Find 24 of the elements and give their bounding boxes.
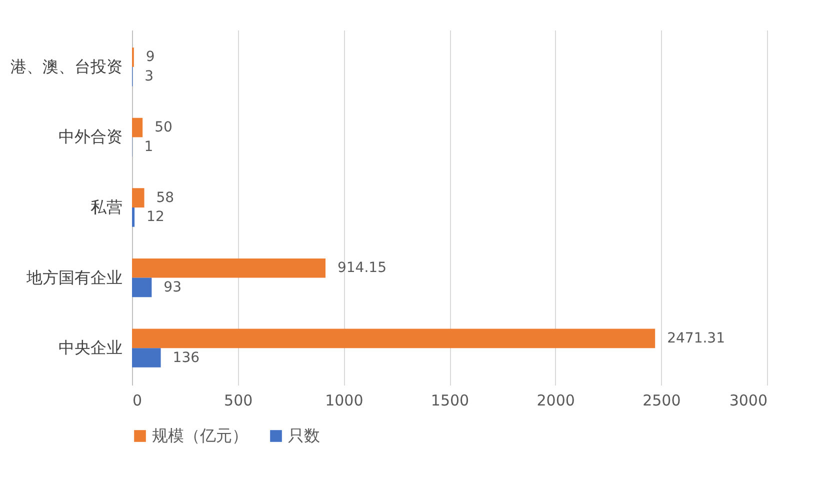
y-tick-label: 私营: [90, 198, 122, 216]
x-tick-label: 500: [224, 392, 253, 410]
y-tick-label: 中外合资: [58, 127, 122, 146]
x-tick-label: 1000: [325, 392, 364, 410]
data-label: 136: [172, 350, 200, 366]
data-label: 2471.31: [667, 330, 725, 346]
data-label: 58: [156, 190, 174, 206]
y-tick-label: 地方国有企业: [26, 268, 122, 287]
data-label: 12: [146, 209, 164, 226]
data-label: 93: [164, 279, 182, 296]
data-label: 914.15: [337, 260, 386, 276]
data-label: 9: [146, 49, 155, 66]
x-tick-label: 0: [132, 392, 142, 410]
data-label: 3: [144, 68, 154, 85]
data-label: 50: [154, 120, 172, 136]
y-tick-label: 港、澳、台投资: [10, 56, 122, 76]
x-tick-label: 3000: [729, 392, 768, 410]
legend-label: 规模（亿元）: [152, 426, 248, 445]
x-tick-label: 1500: [430, 392, 470, 410]
y-tick-label: 中央企业: [58, 338, 122, 358]
data-label: 1: [144, 138, 154, 155]
x-tick-label: 2000: [536, 392, 575, 410]
legend-label: 只数: [288, 426, 320, 445]
x-tick-label: 2500: [642, 392, 681, 410]
